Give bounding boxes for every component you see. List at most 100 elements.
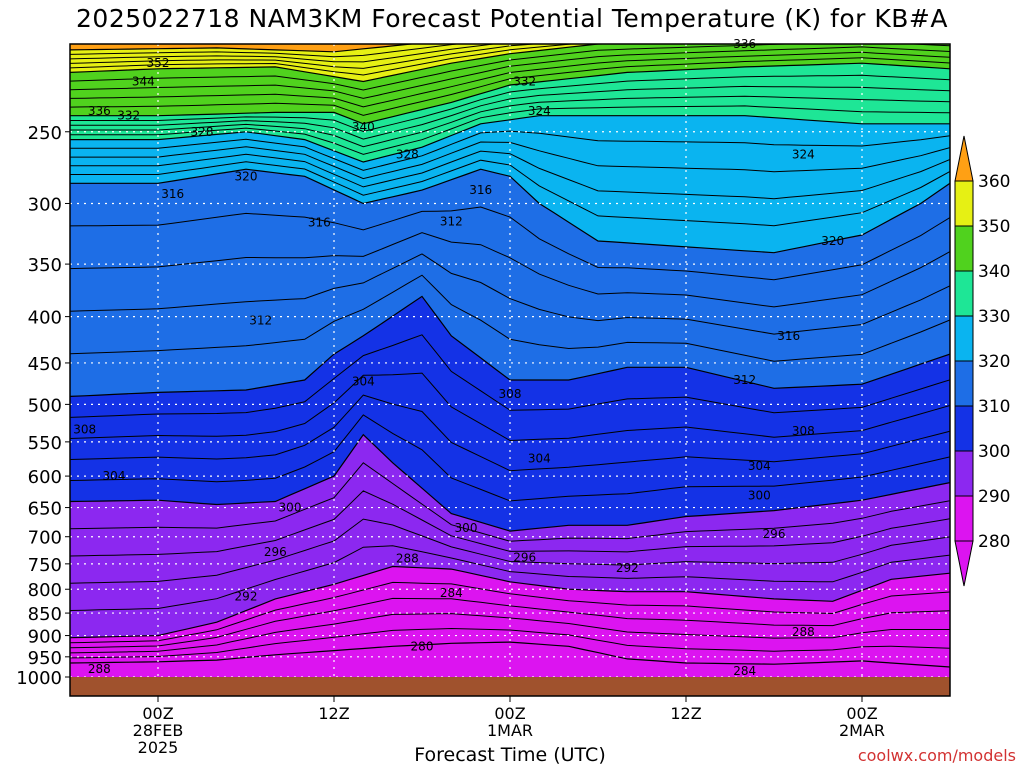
contour-line-minor — [70, 44, 461, 58]
colorbar-label: 330 — [978, 307, 1010, 327]
contour-label: 336 — [88, 104, 111, 118]
x-tick-label: 12Z — [318, 704, 349, 723]
contour-label: 316 — [161, 187, 184, 201]
contour-line-minor — [70, 206, 950, 281]
contour-line-280 — [70, 641, 950, 668]
contour-label: 292 — [616, 561, 639, 575]
contour-line-minor — [70, 394, 950, 472]
contour-label: 284 — [733, 664, 756, 678]
contour-line-minor — [70, 57, 950, 116]
contour-label: 308 — [792, 424, 815, 438]
contour-label: 320 — [235, 169, 258, 183]
y-tick-label: 500 — [28, 395, 62, 416]
contour-label: 304 — [103, 469, 126, 483]
contour-label: 340 — [352, 120, 375, 134]
contour-line-minor — [70, 232, 950, 308]
y-tick-label: 450 — [28, 354, 62, 375]
contour-line-340 — [70, 62, 950, 125]
contour-label: 312 — [249, 314, 272, 328]
contour-line-minor — [70, 95, 950, 148]
x-tick-label: 2MAR — [839, 721, 885, 740]
y-tick-label: 250 — [28, 123, 62, 144]
colorbar-swatch — [954, 450, 974, 497]
x-tick-label: 00Z — [494, 704, 525, 723]
colorbar-swatch — [954, 180, 974, 227]
ground-band — [70, 677, 950, 696]
contour-line-330 — [70, 115, 950, 163]
y-tick-label: 400 — [28, 308, 62, 329]
y-tick-label: 750 — [28, 555, 62, 576]
contour-line-minor — [70, 130, 950, 171]
colorbar-label: 360 — [978, 172, 1010, 192]
y-tick-label: 300 — [28, 194, 62, 215]
x-tick-label: 12Z — [670, 704, 701, 723]
colorbar-label: 300 — [978, 442, 1010, 462]
y-tick-label: 1000 — [16, 668, 62, 689]
y-tick-label: 700 — [28, 528, 62, 549]
colorbar-arrow-top — [954, 135, 974, 182]
y-tick-label: 900 — [28, 627, 62, 648]
contour-line-minor — [70, 372, 950, 442]
contour-line-minor — [70, 518, 950, 584]
contour-label: 300 — [455, 521, 478, 535]
chart-title: 2025022718 NAM3KM Forecast Potential Tem… — [76, 4, 948, 33]
colorbar-swatch — [954, 225, 974, 272]
contour-label: 332 — [117, 109, 140, 123]
contour-line-350 — [70, 44, 621, 83]
y-tick-label: 800 — [28, 580, 62, 601]
contour-line-minor — [70, 150, 950, 200]
colorbar-swatch — [954, 495, 974, 542]
contour-label: 328 — [191, 125, 214, 139]
x-tick-label: 00Z — [142, 704, 173, 723]
contour-line-minor — [70, 74, 950, 133]
contour-label: 280 — [411, 639, 434, 653]
contour-label: 296 — [264, 545, 287, 559]
contour-label: 308 — [73, 423, 96, 437]
contour-label: 304 — [528, 452, 551, 466]
contour-line-290 — [70, 565, 950, 639]
colorbar-label: 280 — [978, 532, 1010, 552]
contour-label: 316 — [308, 216, 331, 230]
contour-label: 312 — [733, 373, 756, 387]
contour-label: 296 — [763, 527, 786, 541]
y-tick-label: 550 — [28, 433, 62, 454]
x-tick-label: 2025 — [138, 738, 179, 757]
contour-label: 352 — [147, 56, 170, 70]
colorbar-label: 290 — [978, 487, 1010, 507]
contour-label: 288 — [396, 552, 419, 566]
contour-line-320 — [70, 168, 950, 254]
contour-label: 304 — [352, 375, 375, 389]
contour-label: 312 — [440, 214, 463, 228]
y-tick-label: 950 — [28, 648, 62, 669]
colorbar-swatch — [954, 315, 974, 362]
contour-label: 324 — [528, 104, 551, 118]
colorbar-label: 350 — [978, 217, 1010, 237]
contour-label: 300 — [748, 488, 771, 502]
colorbar-label: 320 — [978, 352, 1010, 372]
contour-label: 300 — [279, 501, 302, 515]
colorbar-label: 340 — [978, 262, 1010, 282]
contour-label: 332 — [513, 74, 536, 88]
y-axis: 2503003504004505005506006507007508008509… — [16, 123, 70, 689]
contour-label: 296 — [513, 551, 536, 565]
contour-label: 320 — [821, 234, 844, 248]
contour-label: 284 — [440, 586, 463, 600]
colorbar-swatch — [954, 360, 974, 407]
y-tick-label: 650 — [28, 499, 62, 520]
contour-line-minor — [70, 85, 950, 140]
contour-label: 344 — [132, 74, 155, 88]
colorbar-label: 310 — [978, 397, 1010, 417]
contour-label: 324 — [792, 148, 815, 162]
contour-line-minor — [70, 44, 497, 63]
colorbar-swatch — [954, 270, 974, 317]
y-tick-label: 350 — [28, 255, 62, 276]
x-axis-title: Forecast Time (UTC) — [414, 744, 606, 766]
contour-line-minor — [70, 490, 950, 557]
contour-label: 308 — [499, 387, 522, 401]
contour-line-minor — [70, 253, 950, 335]
x-tick-label: 00Z — [846, 704, 877, 723]
credit-text: coolwx.com/models — [857, 746, 1016, 765]
